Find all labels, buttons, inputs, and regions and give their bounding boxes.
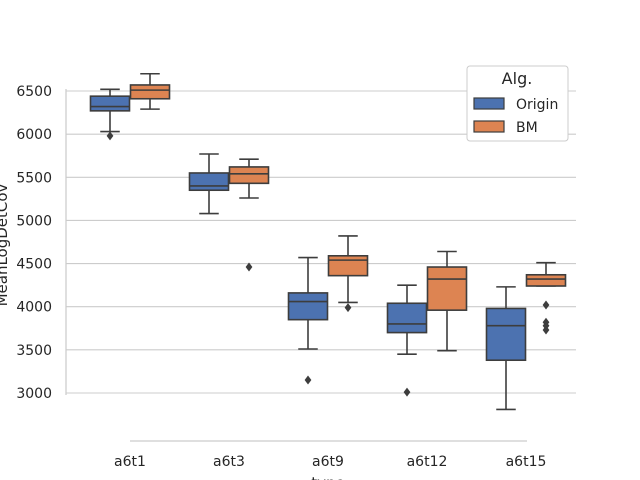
box-origin-a6t9 — [287, 256, 329, 385]
y-axis-label: MeanLogDetCov — [0, 183, 11, 306]
box-origin-a6t15 — [485, 286, 527, 411]
iqr-box — [287, 292, 329, 321]
x-tick-label: a6t15 — [506, 454, 547, 470]
x-axis-label: type — [311, 474, 345, 480]
y-tick-label: 5500 — [16, 170, 52, 186]
x-tick-label: a6t12 — [407, 454, 448, 470]
x-tick-label: a6t9 — [312, 454, 344, 470]
box-origin-a6t3 — [188, 153, 230, 215]
legend: Alg. Origin BM — [466, 65, 569, 142]
iqr-box — [327, 255, 369, 277]
x-tick-label: a6t1 — [114, 454, 146, 470]
legend-swatch-origin — [473, 97, 505, 110]
outlier-point — [542, 300, 550, 310]
y-tick-label: 6500 — [16, 84, 52, 100]
outlier-point — [106, 131, 114, 141]
x-tick-labels: a6t1 a6t3 a6t9 a6t12 a6t15 — [114, 454, 546, 470]
y-tick-label: 4500 — [16, 257, 52, 273]
iqr-box — [525, 273, 567, 287]
legend-title: Alg. — [502, 69, 533, 88]
outlier-point — [344, 303, 352, 313]
y-tick-label: 4000 — [16, 300, 52, 316]
iqr-box — [386, 302, 428, 334]
legend-label-origin: Origin — [516, 97, 558, 113]
outlier-point — [245, 262, 253, 272]
iqr-box — [426, 266, 468, 311]
iqr-box — [129, 84, 171, 100]
y-tick-label: 6000 — [16, 127, 52, 143]
box-origin-a6t12 — [386, 284, 428, 397]
y-tick-label: 5000 — [16, 213, 52, 229]
box-bm-a6t9 — [327, 235, 369, 313]
outlier-point — [304, 375, 312, 385]
iqr-box — [228, 166, 270, 185]
box-bm-a6t1 — [129, 72, 171, 110]
legend-label-bm: BM — [516, 120, 538, 136]
y-tick-labels: 3000 3500 4000 4500 5000 5500 6000 6500 — [16, 84, 52, 402]
box-bm-a6t15 — [525, 261, 567, 335]
x-tick-label: a6t3 — [213, 454, 245, 470]
legend-items: Origin BM — [473, 97, 558, 136]
iqr-box — [89, 95, 131, 112]
y-tick-label: 3000 — [16, 386, 52, 402]
outlier-point — [542, 325, 550, 335]
box-origin-a6t1 — [89, 88, 131, 141]
boxes — [89, 72, 567, 411]
box-bm-a6t12 — [426, 250, 468, 352]
iqr-box — [188, 172, 230, 192]
legend-swatch-bm — [473, 120, 505, 133]
box-bm-a6t3 — [228, 158, 270, 272]
outlier-point — [403, 387, 411, 397]
iqr-box — [485, 307, 527, 362]
y-tick-label: 3500 — [16, 343, 52, 359]
